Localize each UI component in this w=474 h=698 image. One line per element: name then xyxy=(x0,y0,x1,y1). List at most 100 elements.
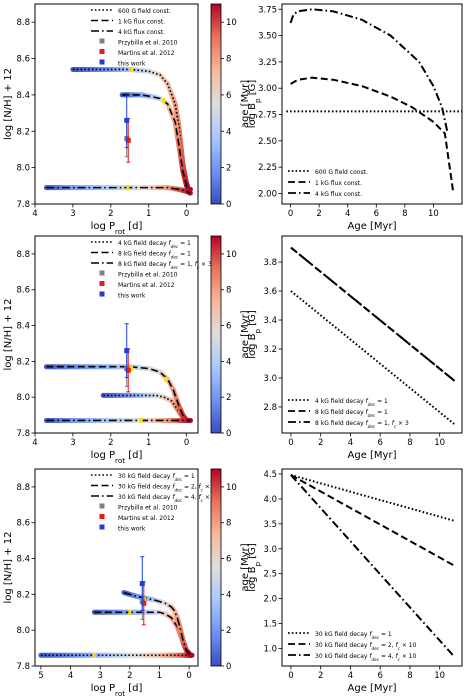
y-axis-label: log Bp [G] xyxy=(247,310,262,359)
legend-entry: Martins et al. 2012 xyxy=(118,515,175,522)
x-tick-label: 4 xyxy=(32,438,37,448)
y-axis-label: log [N/H] + 12 xyxy=(3,531,14,603)
legend-entry-math-sub: dec xyxy=(368,413,376,418)
legend-entry-math: f xyxy=(172,494,175,501)
legend-marker xyxy=(99,49,105,54)
y-axis-label-main: log B xyxy=(247,566,258,591)
plot-area xyxy=(43,66,193,196)
legend-marker xyxy=(99,291,105,297)
y-tick-label: 7.8 xyxy=(16,200,30,210)
legend-entry: Martins et al. 2012 xyxy=(118,50,175,57)
legend-entry-math: f xyxy=(369,653,372,660)
colorbar-bar xyxy=(210,235,222,434)
colorbar-tick-label: 8 xyxy=(226,519,231,529)
x-axis-label-unit: [d] xyxy=(125,450,142,461)
colorbar-tick-label: 6 xyxy=(226,555,231,565)
observation-marker xyxy=(139,581,145,587)
legend-entry-math: f xyxy=(369,631,372,638)
legend-entry-text: 1 kG flux const. xyxy=(118,19,165,26)
x-axis-label-main: log P xyxy=(91,683,115,694)
legend: 600 G field const. 1 kG flux const. 4 kG f… xyxy=(288,169,368,198)
legend-marker xyxy=(99,59,105,65)
legend-entry-text: Przybilla et al. 2010 xyxy=(118,272,178,279)
legend-entry: 4 kG flux const. xyxy=(118,29,165,36)
legend-entry-text: 4 kG field decay xyxy=(118,240,169,247)
legend-entry-math2-sub: c xyxy=(197,265,200,270)
colorbar-tick-label: 8 xyxy=(226,286,231,296)
y-axis-label-main: log [N/H] + 12 xyxy=(3,298,14,370)
colorbar-label: age [Myr] xyxy=(240,310,251,358)
legend-entry-text: Martins et al. 2012 xyxy=(118,515,175,522)
y-tick-label: 3.2 xyxy=(263,345,277,355)
x-tick-label: 1 xyxy=(157,671,162,681)
y-axis-label-unit: [G] xyxy=(247,543,258,562)
legend-entry: Martins et al. 2012 xyxy=(118,282,175,289)
x-axis-label-unit: [d] xyxy=(125,221,142,232)
legend-marker xyxy=(99,38,105,44)
y-tick-label: 2.25 xyxy=(258,163,277,173)
legend-entry-math-sub: dec xyxy=(171,254,179,259)
series-line-dashdot xyxy=(290,246,456,382)
x-tick-label: 2 xyxy=(108,438,113,448)
track-line-dashed xyxy=(122,94,190,190)
colorbar-tick-label: 4 xyxy=(226,590,231,600)
x-tick-label: 8 xyxy=(407,438,412,448)
legend-entry-math2-sub: c xyxy=(398,646,401,651)
x-axis-label: Age [Myr] xyxy=(348,450,397,461)
x-axis-label-sub: rot xyxy=(115,227,125,236)
age-marker xyxy=(130,366,134,372)
colorbar-bar xyxy=(210,468,222,667)
legend-entry-text: this work xyxy=(118,293,146,300)
track-line-dashed xyxy=(46,365,191,422)
y-tick-label: 1.5 xyxy=(263,620,277,630)
legend-marker xyxy=(99,281,105,286)
legend-entry-text: 4 kG flux const. xyxy=(315,191,362,198)
y-axis-label: log [N/H] + 12 xyxy=(3,298,14,370)
age-marker xyxy=(92,652,96,658)
legend-entry-math-sub: dec xyxy=(368,424,376,429)
x-tick-label: 2 xyxy=(108,209,113,219)
x-tick-label: 0 xyxy=(288,671,293,681)
x-tick-label: 10 xyxy=(428,209,439,219)
y-axis-label-main: log B xyxy=(247,103,258,128)
legend-entry-math-sub: dec xyxy=(372,635,380,640)
y-tick-label: 3.0 xyxy=(263,545,277,555)
colorbar-bar xyxy=(210,3,222,205)
legend-entry-math: f xyxy=(366,409,369,416)
x-axis-label-main: log P xyxy=(91,450,115,461)
legend-entry-math2-sub: c xyxy=(394,424,397,429)
legend-entry-math2: f xyxy=(396,642,399,649)
legend-entry: 8 kG field decay fdec = 1 xyxy=(118,251,191,260)
legend-entry-text: Przybilla et al. 2010 xyxy=(118,40,178,47)
legend-marker xyxy=(99,503,105,509)
plot-area xyxy=(38,556,195,658)
legend-entry-text: 600 G field const. xyxy=(315,169,368,176)
x-tick-label: 10 xyxy=(434,671,445,681)
legend-entry: 600 G field const. xyxy=(118,8,171,15)
x-tick-label: 3 xyxy=(70,209,75,219)
legend-entry-math2: f xyxy=(195,261,198,268)
colorbar: 0 2 4 6 8 10 age [Myr] xyxy=(210,3,251,210)
legend-entry-text: 1 kG flux const. xyxy=(315,180,362,187)
legend-entry-math-sub: dec xyxy=(175,498,183,503)
colorbar-tick-label: 8 xyxy=(226,55,231,65)
legend-entry-math-tail: = 1, xyxy=(178,261,194,268)
legend-entry-math-sub: dec xyxy=(368,402,376,407)
y-tick-label: 2.5 xyxy=(263,570,277,580)
legend-entry: 8 kG field decay fdec = 1 xyxy=(315,409,388,418)
x-tick-label: 5 xyxy=(38,671,43,681)
colorbar-label: age [Myr] xyxy=(240,80,251,128)
y-tick-label: 3.0 xyxy=(263,374,277,384)
colorbar-tick-label: 6 xyxy=(226,322,231,332)
legend-entry-math-tail: = 4, xyxy=(379,653,395,660)
x-tick-label: 0 xyxy=(288,438,293,448)
legend-entry: Przybilla et al. 2010 xyxy=(118,40,178,47)
legend-entry: this work xyxy=(118,61,146,68)
x-axis-label-main: Age [Myr] xyxy=(348,221,397,232)
x-tick-label: 3 xyxy=(70,438,75,448)
legend-entry-text: this work xyxy=(118,61,146,68)
y-tick-label: 7.8 xyxy=(16,662,30,672)
legend-entry-text: 30 kG field decay xyxy=(118,473,172,480)
legend-entry: 30 kG field decay fdec = 1 xyxy=(118,473,195,482)
y-tick-label: 2.00 xyxy=(258,189,277,199)
